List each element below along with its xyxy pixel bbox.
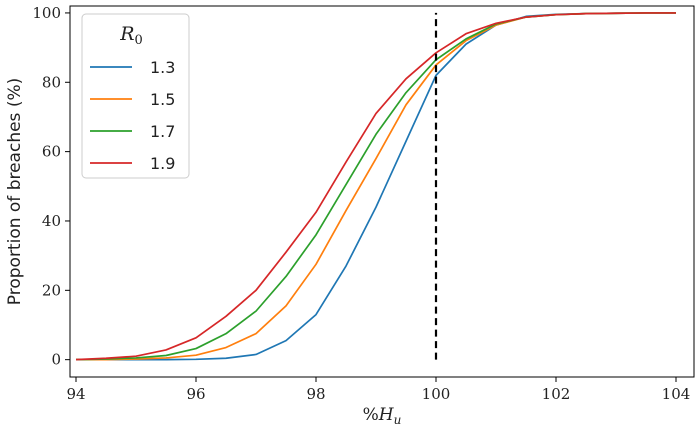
legend-title: R0 bbox=[119, 23, 143, 48]
y-tick-label: 80 bbox=[42, 73, 61, 91]
legend-label-1-9: 1.9 bbox=[150, 154, 175, 173]
plot-area bbox=[75, 12, 676, 361]
y-tick-label: 20 bbox=[42, 281, 61, 299]
y-tick-label: 40 bbox=[42, 212, 61, 230]
axes: 94 96 98 100 102 104 0 20 40 60 80 100 %Hu Proportion… bbox=[5, 4, 695, 427]
x-tick-label: 100 bbox=[422, 385, 451, 403]
x-tick-label: 104 bbox=[662, 385, 691, 403]
x-tick-label: 102 bbox=[542, 385, 571, 403]
y-tick-label: 0 bbox=[51, 351, 61, 369]
y-axis-label: Proportion of breaches (%) bbox=[5, 78, 25, 305]
legend: R0 1.3 1.5 1.7 1.9 bbox=[81, 13, 190, 179]
axes-frame bbox=[69, 5, 695, 378]
x-tick-label: 94 bbox=[66, 385, 85, 403]
legend-label-1-3: 1.3 bbox=[150, 58, 175, 77]
x-tick-label: 98 bbox=[306, 385, 325, 403]
legend-label-1-7: 1.7 bbox=[150, 122, 175, 141]
legend-box bbox=[81, 13, 190, 179]
y-tick-label: 100 bbox=[32, 4, 61, 22]
x-tick-label: 96 bbox=[186, 385, 205, 403]
series-line-1-9 bbox=[75, 12, 676, 361]
x-axis-label: %Hu bbox=[363, 405, 402, 427]
legend-label-1-5: 1.5 bbox=[150, 90, 175, 109]
y-tick-label: 60 bbox=[42, 143, 61, 161]
